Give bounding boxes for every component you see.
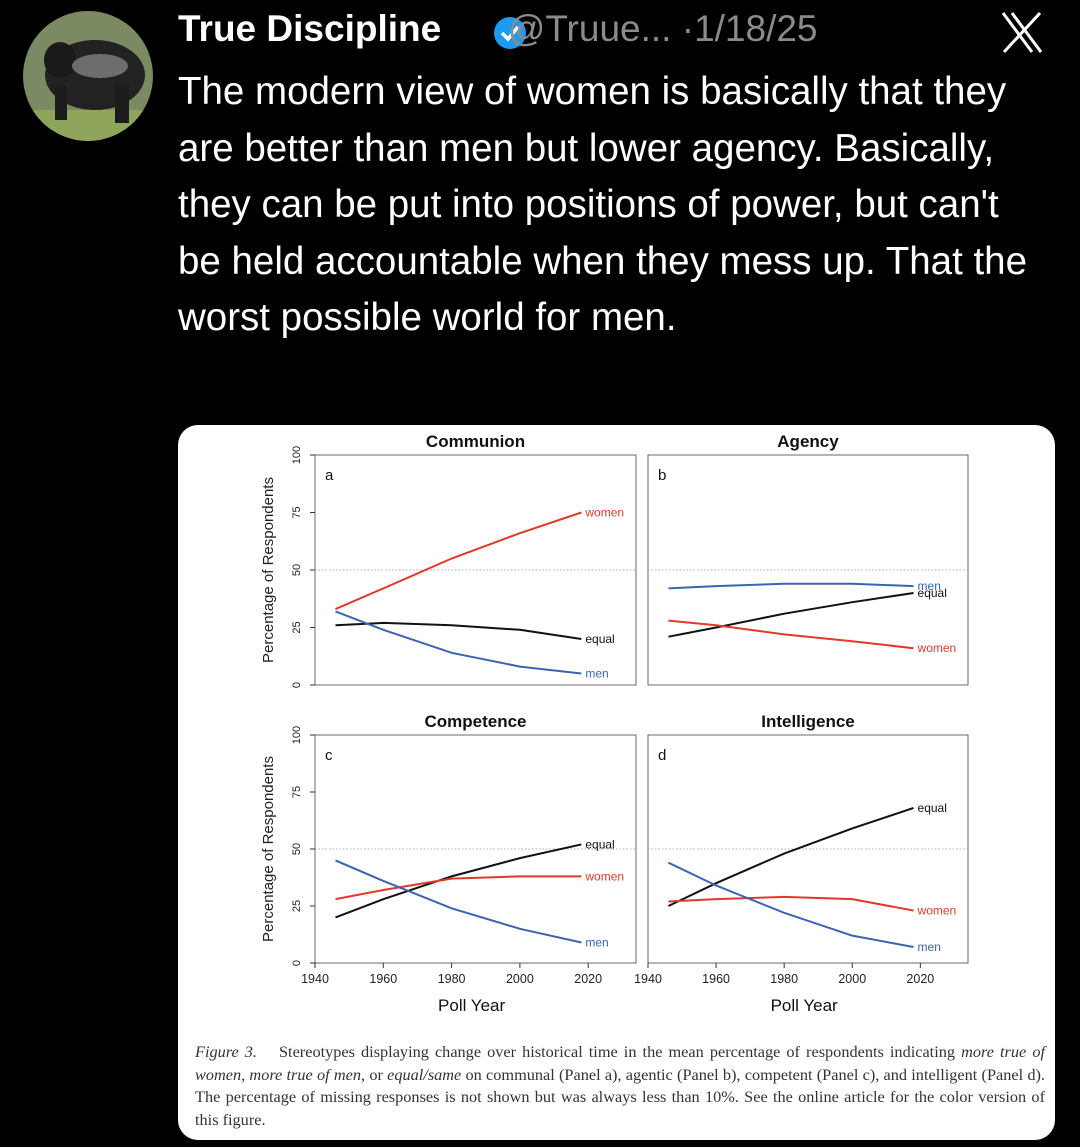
- caption-text: equal/same: [387, 1064, 462, 1084]
- x-tick-label: 2000: [838, 972, 866, 986]
- verified-badge: [494, 17, 526, 49]
- series-line: [667, 861, 914, 949]
- series-label: men: [918, 579, 941, 593]
- series-line: [668, 895, 914, 912]
- x-axis-label: Poll Year: [771, 996, 838, 1015]
- panel-label: b: [658, 467, 666, 484]
- series-line: [335, 875, 582, 901]
- avatar[interactable]: [20, 10, 160, 150]
- y-tick-label: 25: [291, 900, 303, 912]
- series-label: women: [917, 641, 957, 655]
- x-tick-label: 1960: [369, 972, 397, 986]
- series-label: equal: [918, 586, 947, 600]
- y-tick-label: 100: [291, 726, 303, 744]
- x-tick-label: 2020: [906, 972, 934, 986]
- y-tick-label: 100: [291, 446, 303, 464]
- x-tick-label: 2020: [574, 972, 602, 986]
- x-tick-label: 1960: [702, 972, 730, 986]
- series-line: [335, 610, 582, 675]
- separator: ·: [681, 8, 695, 49]
- series-line: [668, 592, 914, 638]
- series-label: women: [584, 506, 624, 520]
- caption-text: or: [365, 1064, 388, 1084]
- series-line: [335, 511, 582, 611]
- x-tick-label: 1980: [438, 972, 466, 986]
- panel-label: d: [658, 747, 666, 764]
- panel-title: Agency: [777, 432, 839, 451]
- series-line: [335, 843, 582, 919]
- series-line: [668, 582, 914, 590]
- x-axis-label: Poll Year: [438, 996, 505, 1015]
- panel-title: Communion: [426, 432, 525, 451]
- series-line: [668, 619, 914, 650]
- caption-text: on communal (Panel a), agentic (Panel b)…: [195, 1064, 1045, 1129]
- image-card[interactable]: [178, 425, 1055, 1140]
- series-line: [335, 859, 582, 944]
- series-label: equal: [585, 837, 614, 851]
- y-tick-label: 50: [291, 843, 303, 855]
- x-tick-label: 2000: [506, 972, 534, 986]
- caption-text: Stereotypes displaying change over histo…: [279, 1042, 962, 1061]
- series-label: equal: [585, 632, 614, 646]
- panel-label: a: [325, 467, 334, 484]
- figure: Communion a 0 25 50 75 100 Percentage of Respon…: [260, 432, 969, 1015]
- series-label: men: [585, 667, 608, 681]
- x-tick-label: 1940: [634, 972, 662, 986]
- y-tick-label: 0: [291, 682, 303, 688]
- series-label: men: [918, 940, 941, 954]
- series-label: women: [584, 869, 624, 883]
- date[interactable]: 1/18/25: [694, 8, 818, 49]
- panel-title: Intelligence: [761, 712, 855, 731]
- y-tick-label: 75: [291, 786, 303, 798]
- tweet-text: The modern view of women is basically th…: [178, 70, 1027, 339]
- y-tick-label: 0: [291, 960, 303, 966]
- figure-caption: Figure 3. Stereotypes displaying change o…: [195, 1041, 1045, 1131]
- caption-text: more true of women, more true of men,: [195, 1042, 1045, 1084]
- x-tick-label: 1940: [301, 972, 329, 986]
- y-axis-label: Percentage of Respondents: [260, 756, 277, 942]
- series-line: [667, 807, 914, 907]
- series-label: women: [917, 904, 957, 918]
- y-tick-label: 50: [291, 564, 303, 576]
- author[interactable]: True Discipline: [178, 8, 442, 49]
- panel-title: Competence: [424, 712, 526, 731]
- tweet-header: True Discipline @Truue... ·1/18/25: [178, 8, 818, 50]
- handle[interactable]: @Truue...: [507, 8, 672, 49]
- y-axis-label: Percentage of Respondents: [260, 477, 277, 663]
- panel-label: c: [325, 747, 333, 764]
- caption-label: Figure 3.: [195, 1042, 257, 1061]
- series-label: equal: [918, 801, 947, 815]
- x-logo[interactable]: [1001, 11, 1043, 54]
- x-tick-label: 1980: [770, 972, 798, 986]
- y-tick-label: 25: [291, 621, 303, 633]
- y-tick-label: 75: [291, 506, 303, 518]
- series-label: men: [585, 935, 608, 949]
